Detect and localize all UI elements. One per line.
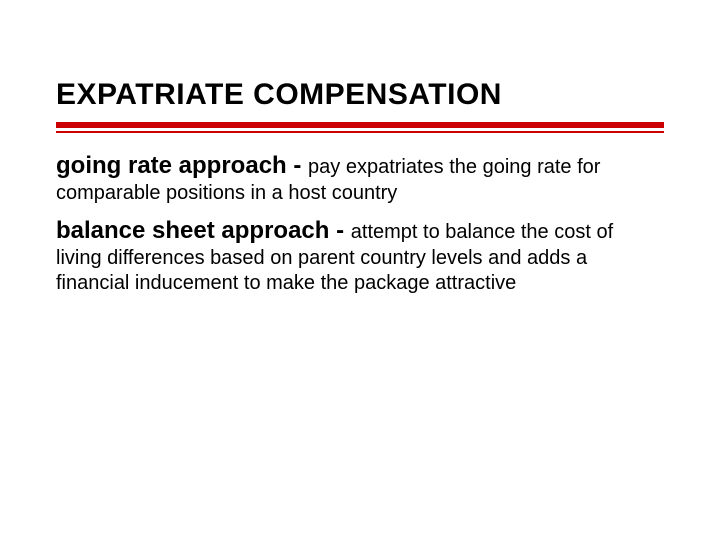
term-balance-sheet: balance sheet approach bbox=[56, 217, 329, 244]
definition-entry: going rate approach - pay expatriates th… bbox=[56, 151, 664, 206]
underline-thick bbox=[56, 122, 664, 128]
slide: EXPATRIATE COMPENSATION going rate appro… bbox=[0, 0, 720, 540]
separator: - bbox=[287, 152, 308, 179]
separator: - bbox=[329, 217, 350, 244]
definition-entry: balance sheet approach - attempt to bala… bbox=[56, 216, 664, 296]
underline-thin bbox=[56, 131, 664, 133]
title-underline bbox=[56, 122, 664, 133]
term-going-rate: going rate approach bbox=[56, 152, 287, 179]
slide-title: EXPATRIATE COMPENSATION bbox=[56, 78, 664, 112]
